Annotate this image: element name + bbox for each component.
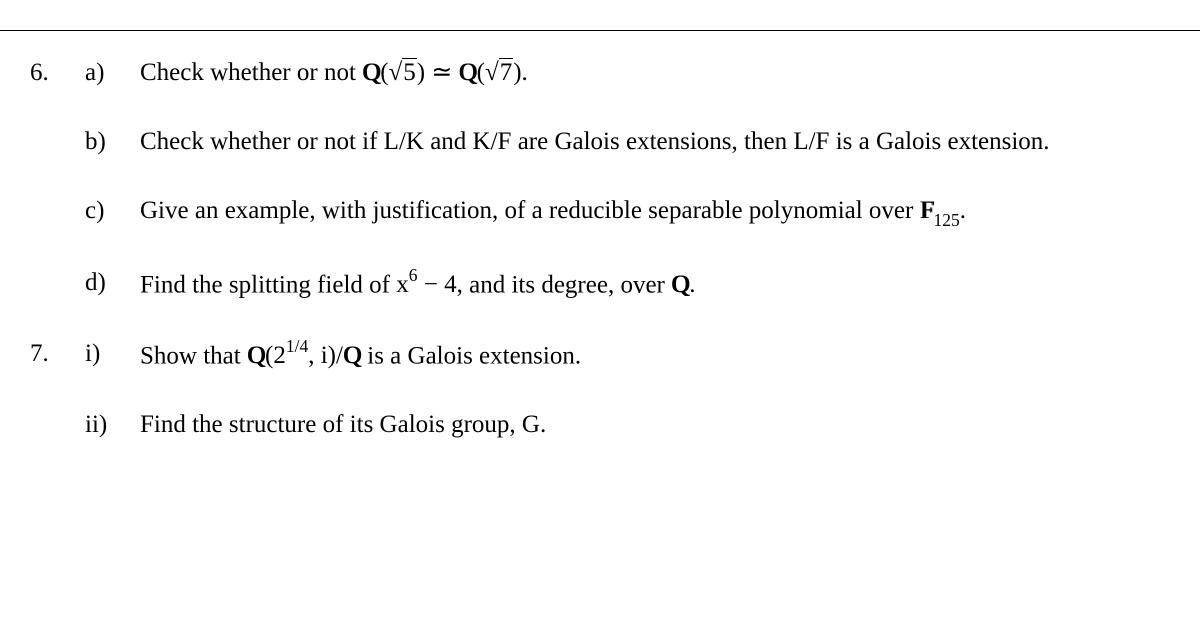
question-text: Find the splitting field of x6 − 4, and …	[140, 265, 1160, 302]
question-text: Show that Q(21/4, i)/Q is a Galois exten…	[140, 336, 1160, 373]
horizontal-rule	[0, 30, 1200, 31]
math-expr: x6 − 4,	[396, 271, 463, 298]
math-expr-2: Q.	[671, 271, 695, 298]
question-text: Find the structure of its Galois group, …	[140, 407, 1160, 442]
question-number: 6.	[30, 55, 85, 90]
question-row: d) Find the splitting field of x6 − 4, a…	[30, 265, 1160, 302]
part-label: ii)	[85, 407, 140, 442]
question-text: Check whether or not if L/K and K/F are …	[140, 124, 1160, 159]
math-expr: F125.	[920, 197, 966, 224]
part-label: i)	[85, 336, 140, 371]
text-after: is a Galois extension.	[361, 342, 581, 369]
question-text: Give an example, with justification, of …	[140, 193, 1160, 231]
part-label: d)	[85, 265, 140, 300]
math-expr: Q(5) ≃ Q(7).	[362, 59, 528, 86]
text-before: Give an example, with justification, of …	[140, 197, 920, 224]
question-row: b) Check whether or not if L/K and K/F a…	[30, 124, 1160, 159]
question-row: 7. i) Show that Q(21/4, i)/Q is a Galois…	[30, 336, 1160, 373]
part-label: c)	[85, 193, 140, 228]
question-number: 7.	[30, 336, 85, 371]
question-text: Check whether or not Q(5) ≃ Q(7).	[140, 55, 1160, 90]
text-before: Check whether or not	[140, 59, 362, 86]
text-before: Show that	[140, 342, 247, 369]
math-expr: Q(21/4, i)/Q	[247, 342, 361, 369]
text-before: Find the splitting field of	[140, 271, 396, 298]
text-after: and its degree, over	[463, 271, 671, 298]
question-row: ii) Find the structure of its Galois gro…	[30, 407, 1160, 442]
question-row: c) Give an example, with justification, …	[30, 193, 1160, 231]
part-label: b)	[85, 124, 140, 159]
part-label: a)	[85, 55, 140, 90]
question-row: 6. a) Check whether or not Q(5) ≃ Q(7).	[30, 55, 1160, 90]
